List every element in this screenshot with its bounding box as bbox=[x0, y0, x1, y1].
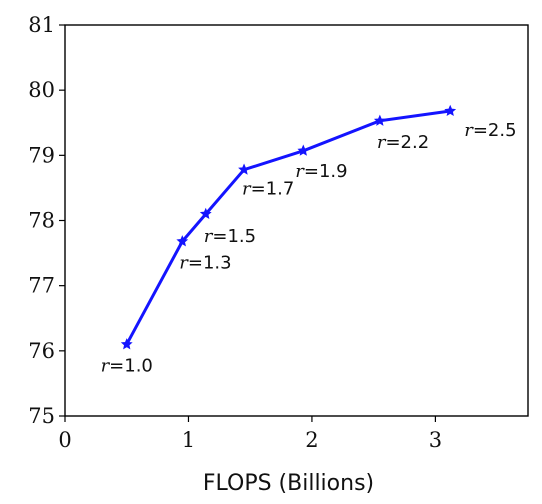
x-tick-label: 2 bbox=[305, 428, 318, 452]
point-label: r=1.7 bbox=[242, 179, 294, 200]
y-tick-label: 81 bbox=[28, 13, 55, 37]
x-axis-title: FLOPS (Billions) bbox=[203, 471, 374, 496]
point-label: r=2.5 bbox=[464, 120, 516, 141]
data-point-marker bbox=[120, 338, 133, 350]
x-tick-label: 1 bbox=[182, 428, 195, 452]
y-tick-label: 76 bbox=[28, 339, 55, 363]
y-tick-label: 77 bbox=[28, 274, 55, 298]
data-point-marker bbox=[373, 114, 386, 126]
y-tick-label: 78 bbox=[28, 209, 55, 233]
y-tick-label: 80 bbox=[28, 78, 55, 102]
data-point-marker bbox=[444, 104, 457, 117]
data-point-marker bbox=[297, 144, 310, 156]
point-label: r=1.5 bbox=[204, 226, 256, 247]
data-point-marker bbox=[199, 207, 212, 220]
data-point-marker bbox=[238, 163, 250, 175]
x-tick-label: 3 bbox=[429, 428, 442, 452]
x-tick-label: 0 bbox=[58, 428, 71, 452]
data-point-marker bbox=[176, 235, 189, 247]
y-tick-label: 79 bbox=[28, 143, 55, 167]
point-label: r=2.2 bbox=[377, 132, 429, 153]
point-label: r=1.9 bbox=[295, 161, 347, 182]
y-tick-label: 75 bbox=[28, 404, 55, 428]
axes: 75 76 77 78 79 80 81 0 1 2 3 bbox=[28, 13, 529, 452]
point-label: r=1.3 bbox=[179, 252, 231, 273]
plot-area: r=1.0 r=1.3 r=1.5 r=1.7r=1.9 r=2.2 r=2.5 bbox=[101, 104, 517, 376]
point-label: r=1.0 bbox=[101, 355, 153, 376]
